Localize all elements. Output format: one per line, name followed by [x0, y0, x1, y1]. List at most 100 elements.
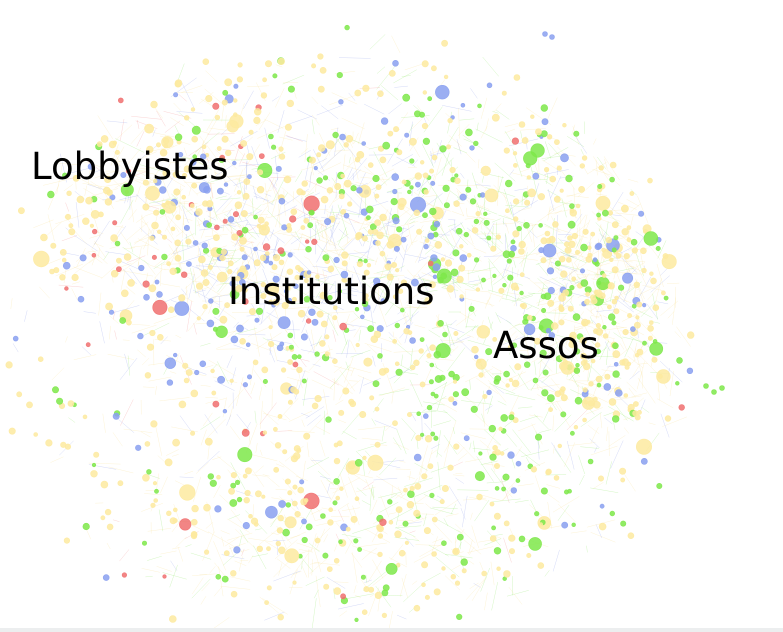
graph-edge: [350, 349, 371, 358]
graph-node: [339, 133, 346, 141]
graph-node: [278, 500, 286, 508]
graph-edge: [346, 339, 350, 358]
graph-node: [221, 135, 229, 143]
graph-node: [253, 246, 258, 252]
graph-edge: [89, 234, 102, 239]
graph-edge: [546, 484, 561, 489]
graph-edge: [188, 142, 209, 157]
graph-node: [567, 235, 573, 241]
graph-edge: [170, 117, 184, 127]
graph-node: [256, 186, 265, 194]
graph-edge: [425, 177, 444, 205]
graph-edge: [221, 198, 234, 212]
graph-node: [489, 535, 497, 542]
graph-node: [510, 239, 516, 245]
graph-edge: [65, 336, 68, 343]
graph-edge: [397, 486, 403, 497]
graph-node: [377, 533, 384, 539]
graph-edge: [145, 473, 160, 479]
graph-node: [114, 240, 121, 247]
graph-edge: [73, 354, 97, 361]
graph-node: [590, 297, 598, 305]
graph-edge: [353, 266, 363, 288]
graph-edge: [224, 174, 240, 188]
graph-node: [475, 287, 481, 292]
graph-edge: [294, 369, 306, 400]
graph-edge: [346, 230, 349, 244]
graph-edge: [580, 148, 584, 155]
graph-edge: [589, 438, 600, 449]
graph-edge: [368, 547, 378, 554]
graph-node: [621, 228, 629, 236]
graph-edge: [586, 545, 588, 553]
graph-edge: [493, 273, 509, 285]
graph-edge: [473, 440, 476, 453]
graph-edge: [284, 328, 299, 348]
graph-node: [609, 161, 617, 169]
graph-edge: [430, 465, 451, 473]
graph-edge: [350, 340, 357, 353]
graph-node: [337, 288, 343, 294]
graph-node: [185, 261, 192, 267]
graph-node: [257, 169, 264, 176]
graph-node: [292, 580, 297, 585]
graph-edge: [330, 205, 343, 232]
graph-edge: [432, 522, 453, 543]
graph-edge: [335, 399, 344, 406]
graph-node: [435, 343, 451, 359]
graph-edge: [456, 196, 463, 202]
graph-edge: [415, 544, 444, 546]
graph-edge: [236, 413, 250, 430]
graph-edge: [352, 552, 358, 583]
graph-node: [602, 325, 607, 330]
graph-node: [363, 586, 370, 593]
graph-edge: [310, 329, 317, 357]
graph-node: [104, 508, 112, 516]
graph-edge: [408, 470, 412, 481]
graph-node: [322, 254, 330, 261]
graph-node: [217, 375, 225, 384]
graph-edge: [317, 162, 342, 174]
graph-node: [66, 190, 72, 197]
graph-edge: [125, 147, 142, 167]
graph-node: [161, 203, 166, 208]
graph-node: [571, 232, 579, 240]
graph-edge: [422, 401, 445, 406]
graph-node: [582, 362, 591, 371]
graph-node: [85, 342, 91, 348]
graph-edge: [510, 335, 518, 345]
graph-edge: [312, 158, 328, 166]
graph-node: [166, 510, 172, 516]
graph-edge: [255, 528, 262, 531]
graph-edge: [334, 127, 339, 156]
graph-node: [377, 145, 385, 152]
graph-edge: [447, 325, 452, 352]
graph-edge: [217, 361, 229, 384]
graph-edge: [459, 118, 475, 121]
graph-node: [203, 503, 211, 512]
graph-node: [558, 255, 566, 263]
graph-edge: [273, 570, 301, 582]
graph-node: [441, 484, 449, 492]
graph-edge: [318, 297, 344, 311]
graph-edge: [345, 538, 354, 554]
graph-node: [260, 281, 266, 288]
graph-edge: [131, 324, 157, 334]
graph-node: [202, 58, 210, 66]
graph-node: [460, 558, 468, 566]
graph-node: [440, 257, 446, 262]
graph-edge: [448, 135, 462, 147]
graph-edge: [307, 295, 315, 297]
graph-node: [612, 350, 621, 359]
graph-node: [587, 458, 594, 465]
graph-edge: [314, 517, 327, 522]
graph-node: [481, 570, 488, 577]
graph-node: [59, 248, 67, 256]
graph-edge: [636, 351, 659, 375]
graph-node: [287, 85, 295, 93]
graph-edge: [378, 388, 410, 396]
graph-edge: [112, 432, 123, 447]
graph-edge: [71, 288, 78, 301]
graph-node: [649, 271, 654, 276]
graph-node: [273, 466, 280, 473]
